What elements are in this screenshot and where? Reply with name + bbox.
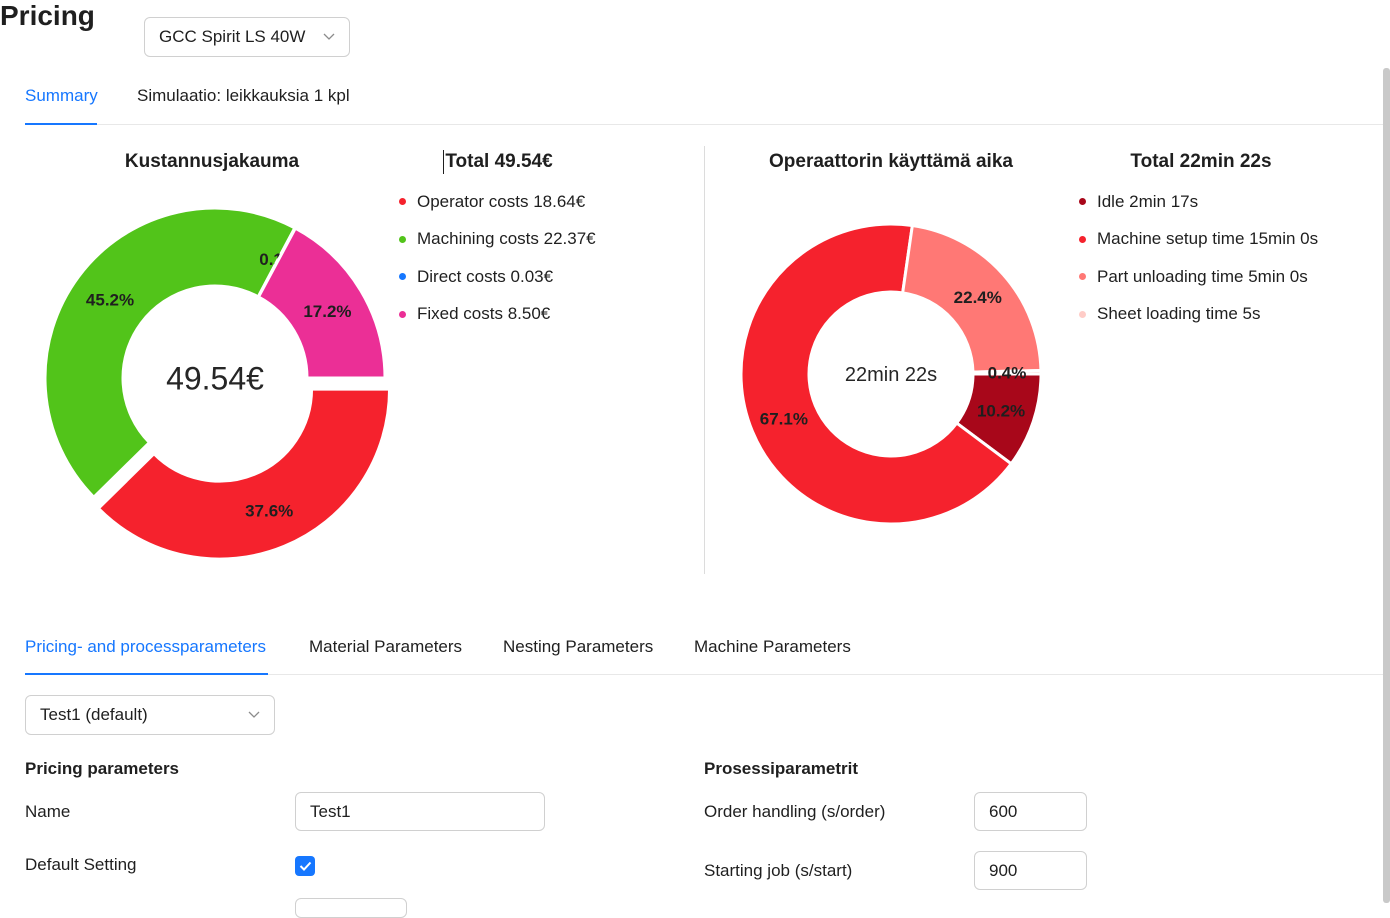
name-input[interactable] xyxy=(295,792,545,831)
starting-job-label: Starting job (s/start) xyxy=(704,861,853,880)
process-params-title: Prosessiparametrit xyxy=(704,759,859,778)
legend-dot-icon xyxy=(399,235,406,243)
donut-center-label: 49.54€ xyxy=(166,361,264,397)
time-chart-total: Total 22min 22s xyxy=(1130,151,1272,172)
donut-slice[interactable] xyxy=(900,223,1043,374)
default-setting-label: Default Setting xyxy=(25,855,137,874)
legend-dot-icon xyxy=(1079,310,1086,318)
tab-pricing-process[interactable]: Pricing- and processparameters xyxy=(25,637,266,656)
legend-label: Fixed costs 8.50€ xyxy=(417,304,551,324)
donut-slice[interactable] xyxy=(96,387,392,561)
legend-item[interactable]: Direct costs 0.03€ xyxy=(399,258,596,296)
check-icon xyxy=(299,861,311,871)
donut-slice[interactable] xyxy=(739,222,1014,526)
order-handling-label: Order handling (s/order) xyxy=(704,802,886,821)
slice-percent-label: 10.2% xyxy=(977,402,1025,421)
legend-dot-icon xyxy=(1079,273,1086,281)
tab-simulation[interactable]: Simulaatio: leikkauksia 1 kpl xyxy=(137,86,350,105)
legend-item[interactable]: Operator costs 18.64€ xyxy=(399,183,596,221)
legend-label: Operator costs 18.64€ xyxy=(417,191,586,211)
legend-label: Direct costs 0.03€ xyxy=(417,266,554,286)
chevron-down-icon xyxy=(323,26,335,46)
legend-dot-icon xyxy=(399,198,406,206)
preset-select[interactable]: Test1 (default) xyxy=(25,695,275,735)
legend-dot-icon xyxy=(1079,198,1086,206)
donut-slice[interactable] xyxy=(43,206,297,500)
tab-nesting[interactable]: Nesting Parameters xyxy=(503,637,654,656)
legend-label: Machining costs 22.37€ xyxy=(417,229,596,249)
tab-active-indicator xyxy=(25,123,97,125)
cost-chart-title: Kustannusjakauma xyxy=(124,151,300,172)
slice-percent-label: 22.4% xyxy=(954,288,1002,307)
legend-item[interactable]: Idle 2min 17s xyxy=(1079,183,1318,221)
legend-label: Idle 2min 17s xyxy=(1097,191,1199,211)
pricing-params-title: Pricing parameters xyxy=(25,759,180,778)
name-label: Name xyxy=(25,802,71,821)
cost-legend: Operator costs 18.64€ Machining costs 22.… xyxy=(399,183,596,333)
chevron-down-icon xyxy=(248,704,260,724)
donut-slice[interactable] xyxy=(256,226,387,380)
cost-donut-chart: 37.6%45.2%0.1%17.2%49.54€ xyxy=(43,206,392,561)
param-tabs-divider xyxy=(25,674,1383,675)
time-legend: Idle 2min 17s Machine setup time 15min 0s… xyxy=(1079,183,1318,333)
charts-divider xyxy=(704,146,705,574)
slice-percent-label: 45.2% xyxy=(86,291,134,310)
page-title: Pricing xyxy=(0,0,95,31)
legend-label: Sheet loading time 5s xyxy=(1097,304,1261,324)
order-handling-input[interactable] xyxy=(974,792,1087,831)
tab-machine[interactable]: Machine Parameters xyxy=(694,637,851,656)
legend-item[interactable]: Machining costs 22.37€ xyxy=(399,221,596,259)
legend-dot-icon xyxy=(399,310,406,318)
legend-dot-icon xyxy=(1079,235,1086,243)
legend-item[interactable]: Machine setup time 15min 0s xyxy=(1079,221,1318,259)
legend-dot-icon xyxy=(399,273,406,281)
donut-center-label: 22min 22s xyxy=(845,364,937,386)
slice-percent-label: 17.2% xyxy=(303,302,351,321)
legend-label: Machine setup time 15min 0s xyxy=(1097,229,1319,249)
slice-percent-label: 67.1% xyxy=(760,409,808,428)
machine-select-value: GCC Spirit LS 40W xyxy=(159,27,306,46)
default-setting-checkbox[interactable] xyxy=(295,856,315,876)
param-tab-active-indicator xyxy=(25,673,268,675)
slice-percent-label: 0.4% xyxy=(988,364,1027,383)
next-field-input[interactable] xyxy=(295,898,407,918)
tab-material[interactable]: Material Parameters xyxy=(309,637,463,656)
machine-select[interactable]: GCC Spirit LS 40W xyxy=(144,17,350,57)
legend-item[interactable]: Sheet loading time 5s xyxy=(1079,296,1318,334)
slice-percent-label: 37.6% xyxy=(245,501,293,520)
preset-select-value: Test1 (default) xyxy=(40,705,148,724)
legend-item[interactable]: Fixed costs 8.50€ xyxy=(399,296,596,334)
starting-job-input[interactable] xyxy=(974,851,1087,890)
time-donut-chart: 10.2% 67.1% 22.4% 0.4% 22min 22s xyxy=(739,222,1043,526)
donut-slice[interactable] xyxy=(971,368,1043,376)
text-cursor xyxy=(443,150,444,174)
legend-label: Part unloading time 5min 0s xyxy=(1097,266,1308,286)
tabs-divider xyxy=(25,124,1383,125)
legend-item[interactable]: Part unloading time 5min 0s xyxy=(1079,258,1318,296)
cost-chart-total: Total 49.54€ xyxy=(445,151,553,172)
scrollbar[interactable] xyxy=(1383,68,1390,903)
tab-summary[interactable]: Summary xyxy=(25,86,98,105)
time-chart-title: Operaattorin käyttämä aika xyxy=(769,151,1013,172)
